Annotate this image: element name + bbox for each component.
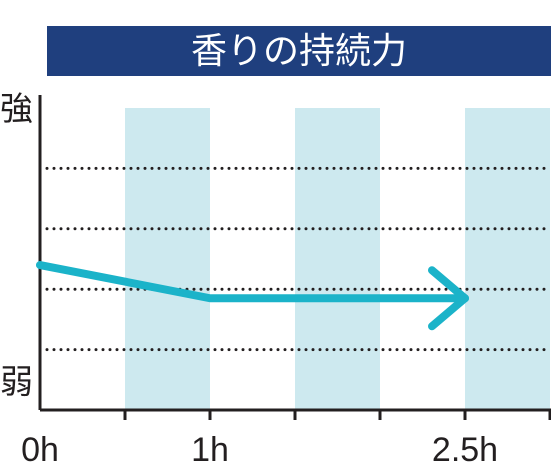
shaded-band-1 (125, 108, 210, 410)
series (36, 261, 469, 331)
x-tick-label: 2.5h (432, 431, 498, 469)
grid-lines (38, 166, 551, 352)
x-tick-label: 1h (191, 431, 229, 469)
series-arrowhead (428, 266, 469, 331)
y-axis-bottom-label: 弱 (0, 362, 33, 401)
shaded-bands (125, 108, 550, 410)
y-axis-top-label: 強 (0, 89, 33, 128)
x-axis-ticks (123, 410, 551, 420)
x-tick-labels: 0h 1h 2.5h (21, 431, 498, 469)
series-line-1 (36, 261, 469, 303)
title-bar (47, 26, 551, 76)
shaded-band-2 (295, 108, 380, 410)
shaded-band-3 (465, 108, 550, 410)
chart-title: 香りの持続力 (191, 31, 407, 72)
x-tick-label: 0h (21, 431, 59, 469)
